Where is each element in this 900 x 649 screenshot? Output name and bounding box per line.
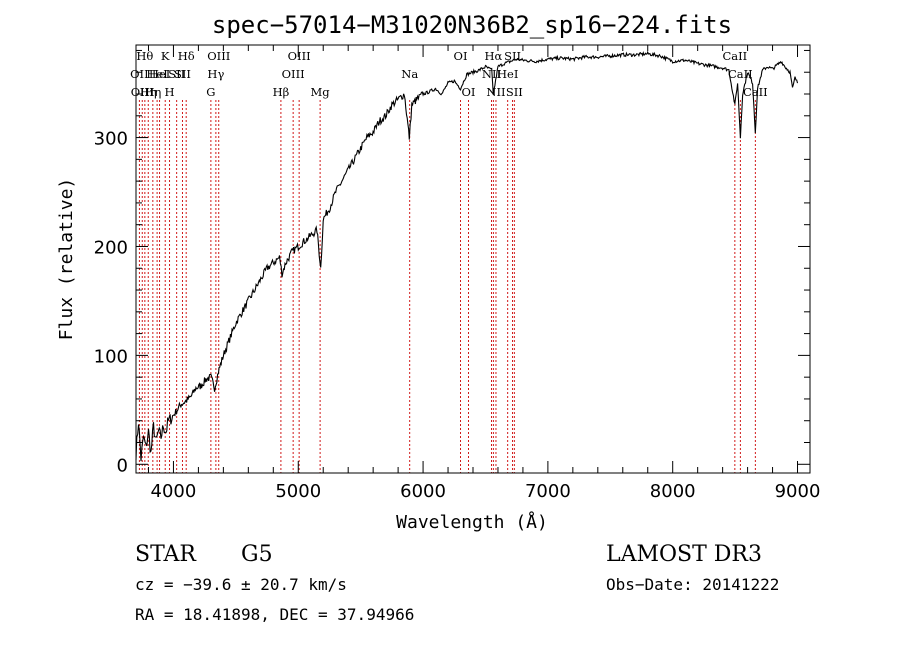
line-marker-label: OI (462, 85, 476, 99)
line-marker-label: Hδ (178, 49, 195, 63)
line-marker-label: HeI (149, 67, 170, 81)
line-marker-label: HeI (497, 67, 518, 81)
line-marker-label: Mg (311, 85, 331, 99)
x-tick-label: 5000 (275, 481, 321, 502)
line-marker-label: G (206, 85, 215, 99)
line-marker-label: OI (454, 49, 468, 63)
line-marker-label: H (165, 85, 175, 99)
line-marker-label: Hθ (136, 49, 153, 63)
line-marker-label: Na (401, 67, 418, 81)
line-marker-label: CaII (743, 85, 768, 99)
y-axis-ticks: 0 100 200 300 (94, 49, 810, 476)
coordinates-text: RA = 18.41898, DEC = 37.94966 (135, 605, 414, 624)
chart-title: spec−57014−M31020N36B2_sp16−224.fits (212, 11, 732, 39)
survey-name: LAMOST DR3 (606, 542, 762, 567)
object-subclass: G5 (241, 542, 273, 567)
plot-frame (135, 44, 811, 474)
line-marker-label: OIII (282, 67, 305, 81)
line-marker-label: Hη (144, 85, 161, 99)
emission-line-markers (138, 100, 756, 473)
line-marker-label: SII (168, 67, 185, 81)
x-axis-ticks: 4000 5000 6000 7000 8000 9000 (147, 45, 821, 502)
line-marker-label: CaII (722, 49, 747, 63)
line-marker-label: Hβ (273, 85, 290, 99)
line-marker-label: Hγ (207, 67, 224, 81)
y-tick-label: 0 (117, 455, 128, 476)
line-marker-label: HeI (146, 67, 167, 81)
y-axis-label: Flux (relative) (56, 178, 77, 341)
line-marker-label: OIII (288, 49, 311, 63)
x-tick-label: 7000 (525, 481, 571, 502)
spectrum-series-line (135, 50, 799, 462)
x-tick-label: 9000 (775, 481, 821, 502)
x-axis-label: Wavelength (Å) (396, 511, 548, 533)
line-marker-label: Hα (484, 49, 502, 63)
line-marker-label: K (161, 49, 170, 63)
line-marker-label: OIII (207, 49, 230, 63)
obs-date: Obs−Date: 20141222 (606, 575, 779, 594)
redshift-text: cz = −39.6 ± 20.7 km/s (135, 575, 347, 594)
line-marker-label: Hη (140, 85, 157, 99)
x-tick-label: 8000 (650, 481, 696, 502)
line-marker-label: SII (506, 85, 523, 99)
object-class: STAR (135, 542, 197, 567)
x-tick-label: 6000 (400, 481, 446, 502)
x-tick-label: 4000 (151, 481, 197, 502)
y-tick-label: 100 (94, 346, 128, 367)
emission-line-labels: OIIOIIIHθHηHηHeIHeIKHSIISIIHδGHγOIIIHβOI… (130, 49, 768, 99)
line-marker-label: SII (174, 67, 191, 81)
line-marker-label: NII (486, 85, 505, 99)
y-tick-label: 200 (94, 237, 128, 258)
y-tick-label: 300 (94, 129, 128, 150)
line-marker-label: OII (130, 67, 149, 81)
